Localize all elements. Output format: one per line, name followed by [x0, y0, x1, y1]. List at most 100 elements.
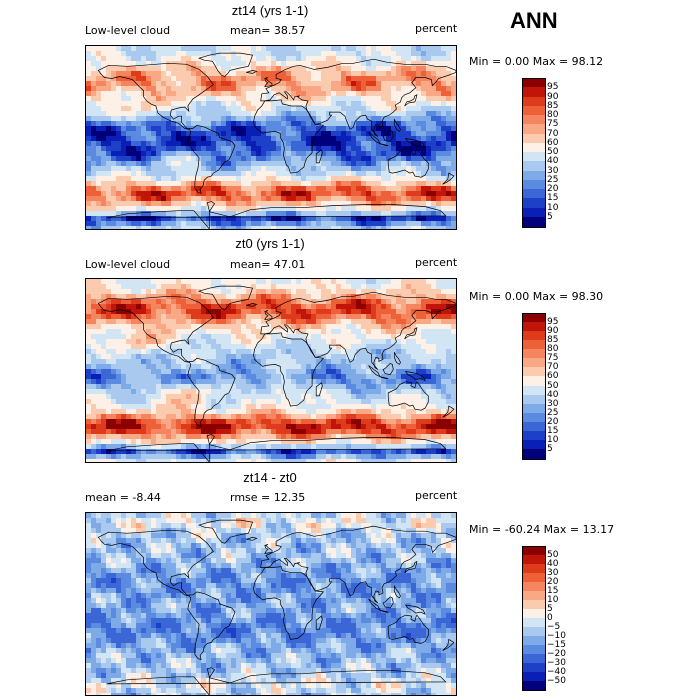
colorbar-tick-label: 30 [547, 165, 559, 176]
colorbar-tick-label: 95 [547, 317, 559, 328]
coastline [260, 525, 456, 604]
colorbar-tick-label: −10 [547, 631, 566, 641]
coastline [404, 94, 418, 107]
panel-3-units-label: percent [415, 489, 458, 502]
colorbar-tick-label: −40 [547, 667, 566, 677]
coastline [187, 124, 236, 194]
coastline [404, 138, 426, 149]
colorbar-tick-label: 10 [547, 595, 559, 605]
colorbar-tick-label: 75 [547, 119, 559, 130]
coastline [253, 566, 325, 640]
coastline [264, 77, 273, 88]
colorbar-tick-label: 60 [547, 371, 559, 382]
colorbar-tick-label: 20 [547, 577, 559, 587]
coastline [246, 303, 258, 307]
coastlines [97, 519, 456, 695]
map-canvas [86, 46, 456, 229]
coastline [260, 58, 456, 137]
coastlines [97, 285, 456, 462]
coastline [198, 285, 253, 310]
panel-1-mean-label: mean= 38.57 [230, 24, 306, 37]
colorbar-tick-label: 50 [547, 380, 559, 391]
coastline [393, 352, 401, 365]
colorbar-tick-label: 25 [547, 407, 559, 418]
coastline [198, 52, 253, 77]
coastline [264, 543, 273, 554]
colorbar-tick-label: −30 [547, 658, 566, 668]
colorbar-tick-label: 20 [547, 184, 559, 194]
colorbar-swatch [522, 448, 546, 460]
colorbar-tick-label: 85 [547, 100, 559, 111]
colorbar-tick-label: −20 [547, 649, 566, 659]
colorbar-tick-label: −15 [547, 640, 566, 650]
colorbar-tick-label: 70 [547, 128, 559, 139]
coastline [97, 295, 214, 363]
colorbar-tick-label: 50 [547, 550, 559, 560]
colorbar-tick-label: 75 [547, 353, 559, 364]
panel-1-units-label: percent [415, 22, 458, 35]
coastline [442, 638, 455, 651]
panel-2-variable-label: Low-level cloud [85, 258, 171, 271]
panel-2-title: zt0 (yrs 1-1) [235, 236, 305, 251]
coastline [382, 129, 394, 142]
coastline [260, 291, 456, 370]
coastline [315, 149, 323, 164]
colorbar-tick-label: 70 [547, 362, 559, 373]
panel-2-mean-label: mean= 47.01 [230, 258, 306, 271]
panel-3-colorbar: 50 40 30 20 15 10 5 0 −5 −10 −15 −20 −30 −40 −50 [522, 546, 572, 691]
coastline [379, 376, 389, 379]
colorbar-tick-label: 5 [547, 604, 553, 614]
coastline [106, 667, 447, 695]
coastline [387, 614, 429, 644]
coastlines [97, 52, 456, 229]
field-cells [86, 513, 456, 695]
coastline [187, 357, 236, 427]
colorbar-swatch [522, 216, 546, 228]
colorbar-tick-label: 15 [547, 193, 559, 204]
colorbar-tick-label: 30 [547, 398, 559, 409]
colorbar-tick-label: 10 [547, 434, 559, 445]
coastline [106, 201, 447, 229]
colorbar-tick-label: 5 [547, 211, 553, 222]
colorbar-swatch [522, 681, 546, 691]
colorbar-tick-label: −5 [547, 622, 561, 632]
coastline [404, 327, 418, 340]
coastline [264, 310, 273, 321]
coastline [442, 405, 455, 418]
colorbar-tick-label: 85 [547, 335, 559, 346]
coastline [97, 529, 214, 597]
colorbar-tick-label: 5 [547, 443, 553, 454]
panel-1-title: zt14 (yrs 1-1) [231, 3, 309, 18]
panel-3-minmax: Min = -60.24 Max = 13.17 [469, 523, 615, 536]
coastline [253, 99, 325, 174]
coastline [442, 172, 455, 185]
coastline [404, 604, 426, 615]
coastline [315, 382, 323, 397]
colorbar-tick-label: 80 [547, 110, 559, 120]
colorbar-tick-label: 40 [547, 389, 559, 400]
colorbar-tick-label: 30 [547, 568, 559, 578]
colorbar-tick-label: 40 [547, 156, 559, 167]
colorbar-tick-label: 90 [547, 91, 559, 102]
panel-1-map [85, 45, 457, 230]
colorbar-tick-label: −50 [547, 676, 566, 686]
field-cells [86, 46, 456, 229]
panel-1-variable-label: Low-level cloud [85, 24, 171, 37]
colorbar-tick-label: 10 [547, 202, 559, 213]
coastline [387, 381, 429, 411]
colorbar-tick-label: 60 [547, 137, 559, 148]
colorbar-tick-label: 15 [547, 425, 559, 436]
coastline [187, 591, 236, 661]
coastline [404, 560, 418, 573]
colorbar-tick-label: 20 [547, 416, 559, 427]
map-canvas [86, 279, 456, 462]
colorbar-tick-label: 40 [547, 559, 559, 569]
map-canvas [86, 513, 456, 695]
panel-3-mean-label: mean = -8.44 [85, 491, 161, 504]
coastline [404, 371, 426, 382]
season-label: ANN [510, 8, 558, 33]
colorbar-tick-label: 50 [547, 147, 559, 157]
panel-2-map [85, 278, 457, 463]
coastline [106, 434, 447, 462]
panel-3-map [85, 512, 457, 696]
